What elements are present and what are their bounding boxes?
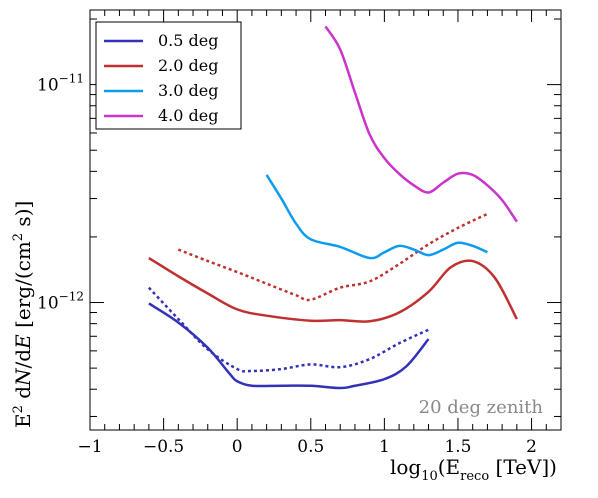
x-tick-label: 2 bbox=[526, 437, 537, 457]
series-2-0-deg-dotted-line bbox=[177, 212, 488, 302]
series-0-5-deg-dotted-line bbox=[147, 286, 430, 373]
legend-label-0: 0.5 deg bbox=[158, 31, 218, 50]
x-tick-label: 1.5 bbox=[444, 437, 471, 457]
y-tick-label: 10−12 bbox=[37, 290, 84, 314]
x-tick-label: 1 bbox=[379, 437, 390, 457]
x-tick-label: 0.5 bbox=[297, 437, 324, 457]
x-axis-title: log10(Ereco [TeV]) bbox=[390, 455, 557, 484]
legend-label-1: 2.0 deg bbox=[158, 56, 218, 75]
x-tick-label: −0.5 bbox=[143, 437, 184, 457]
x-tick-label: 0 bbox=[232, 437, 243, 457]
data-curves bbox=[147, 25, 518, 390]
zenith-annotation: 20 deg zenith bbox=[419, 397, 544, 418]
x-tick-label: −1 bbox=[77, 437, 102, 457]
y-axis-title: E2 dN/dE [erg/(cm2 s)] bbox=[11, 201, 35, 428]
legend-label-2: 3.0 deg bbox=[158, 81, 218, 100]
y-tick-labels: 10−12 10−11 bbox=[37, 72, 84, 314]
legend: 0.5 deg 2.0 deg 3.0 deg 4.0 deg bbox=[95, 21, 242, 130]
axis-ticks bbox=[89, 10, 562, 430]
y-tick-label: 10−11 bbox=[37, 72, 84, 96]
svg-text:E2 dN/dE [erg/(cm2 s)]: E2 dN/dE [erg/(cm2 s)] bbox=[11, 201, 35, 428]
series-2-0-deg-solid-line bbox=[148, 256, 518, 323]
svg-text:log10(Ereco [TeV]): log10(Ereco [TeV]) bbox=[390, 455, 557, 484]
x-tick-labels: −1 −0.5 0 0.5 1 1.5 2 bbox=[77, 437, 537, 457]
series-0-5-deg-solid-line bbox=[148, 302, 430, 390]
series-4-0-deg-solid-line bbox=[324, 25, 518, 223]
series-3-0-deg-solid-line bbox=[265, 174, 488, 260]
legend-label-3: 4.0 deg bbox=[158, 106, 218, 125]
